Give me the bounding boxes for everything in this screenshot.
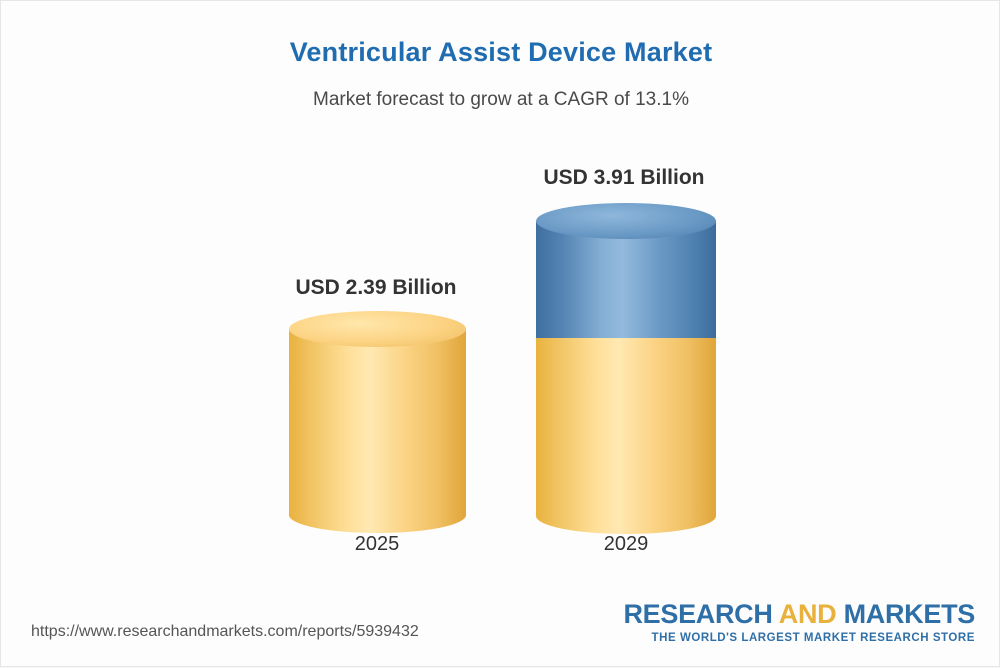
category-label-2029: 2029 xyxy=(603,533,649,555)
bar-2025 xyxy=(289,311,466,533)
source-url[interactable]: https://www.researchandmarkets.com/repor… xyxy=(31,623,419,640)
brand-name-and: AND xyxy=(778,599,837,629)
bar-2025-base xyxy=(289,497,466,533)
bar-2029-base xyxy=(536,498,716,534)
brand-name-part1: RESEARCH xyxy=(623,599,779,629)
bar-2025-cap xyxy=(289,311,466,347)
brand-logo: RESEARCH AND MARKETS THE WORLD'S LARGEST… xyxy=(623,599,975,644)
value-label-2025: USD 2.39 Billion xyxy=(295,276,457,299)
bar-2029-upper-body xyxy=(536,221,716,338)
brand-tagline: THE WORLD'S LARGEST MARKET RESEARCH STOR… xyxy=(651,632,975,644)
page-title: Ventricular Assist Device Market xyxy=(289,37,713,67)
bar-2029 xyxy=(536,203,716,534)
category-label-2025: 2025 xyxy=(354,533,400,555)
bar-2029-lower-body xyxy=(536,338,716,516)
brand-name: RESEARCH AND MARKETS xyxy=(623,599,975,629)
page-subtitle: Market forecast to grow at a CAGR of 13.… xyxy=(313,89,689,110)
bar-2025-body xyxy=(289,329,466,516)
brand-name-part3: MARKETS xyxy=(836,599,976,629)
value-label-2029: USD 3.91 Billion xyxy=(543,166,705,189)
bar-2029-cap xyxy=(536,203,716,239)
